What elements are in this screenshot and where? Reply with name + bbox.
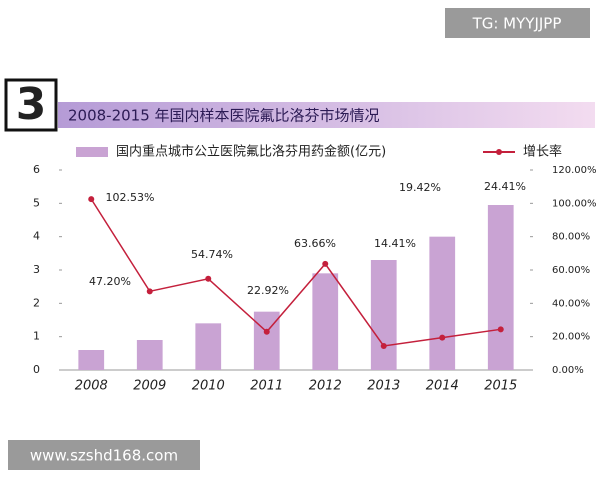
point — [146, 288, 153, 295]
badge-box — [4, 78, 58, 132]
bar — [429, 236, 456, 370]
chart-title: 2008-2015 年国内样本医院氟比洛芬市场情况 — [68, 107, 380, 125]
bar — [78, 350, 105, 370]
y-tick-label: 3 — [33, 263, 40, 276]
y-tick-label: 4 — [33, 230, 40, 243]
y-tick-label: 6 — [33, 163, 40, 176]
data-label: 22.92% — [247, 284, 289, 297]
y2-tick-label: 20.00% — [552, 332, 590, 343]
point — [205, 275, 212, 282]
bar — [136, 340, 163, 370]
y2-tick-label: 60.00% — [552, 265, 590, 276]
data-label: 14.41% — [374, 237, 416, 250]
y2-tick-label: 40.00% — [552, 298, 590, 309]
legend-marker — [496, 149, 502, 155]
data-label: 54.74% — [191, 248, 233, 261]
line — [90, 198, 501, 347]
y-tick-label: 0 — [33, 363, 40, 376]
x-tick-label: 2012 — [309, 379, 342, 394]
x-tick-label: 2008 — [75, 379, 108, 394]
title-strip — [58, 102, 595, 128]
x-tick-label: 2011 — [250, 379, 283, 394]
x-tick-label: 2009 — [133, 379, 166, 394]
y-tick-label: 2 — [33, 296, 40, 309]
badge: 3 — [16, 79, 47, 130]
point — [497, 326, 504, 333]
watermark-box — [445, 8, 590, 38]
x-tick-label: 2013 — [367, 379, 400, 394]
point — [439, 334, 446, 341]
data-label: 102.53% — [106, 191, 155, 204]
point — [88, 196, 95, 203]
watermark-bottom: www.szshd168.com — [30, 447, 178, 465]
legend-label: 国内重点城市公立医院氟比洛芬用药金额(亿元) — [116, 144, 386, 160]
bar — [312, 273, 339, 370]
legend-label: 增长率 — [523, 144, 562, 160]
data-label: 24.41% — [484, 180, 526, 193]
watermark-top: TG: MYYJJPP — [472, 15, 562, 33]
legend-swatch — [76, 147, 108, 157]
point — [263, 328, 270, 335]
x-tick-label: 2010 — [192, 379, 225, 394]
y-tick-label: 1 — [33, 330, 40, 343]
bar — [370, 260, 397, 370]
y2-tick-label: 100.00% — [552, 198, 597, 209]
bar — [487, 205, 514, 370]
data-label: 19.42% — [399, 181, 441, 194]
data-label: 63.66% — [294, 237, 336, 250]
y2-tick-label: 80.00% — [552, 232, 590, 243]
point — [322, 260, 329, 267]
watermark-box — [8, 440, 200, 470]
y2-tick-label: 120.00% — [552, 165, 597, 176]
y-tick-label: 5 — [33, 196, 40, 209]
x-tick-label: 2015 — [484, 379, 517, 394]
data-label: 47.20% — [89, 275, 131, 288]
y2-tick-label: 0.00% — [552, 365, 584, 376]
bar — [195, 323, 222, 370]
point — [380, 342, 387, 349]
x-tick-label: 2014 — [426, 379, 459, 394]
